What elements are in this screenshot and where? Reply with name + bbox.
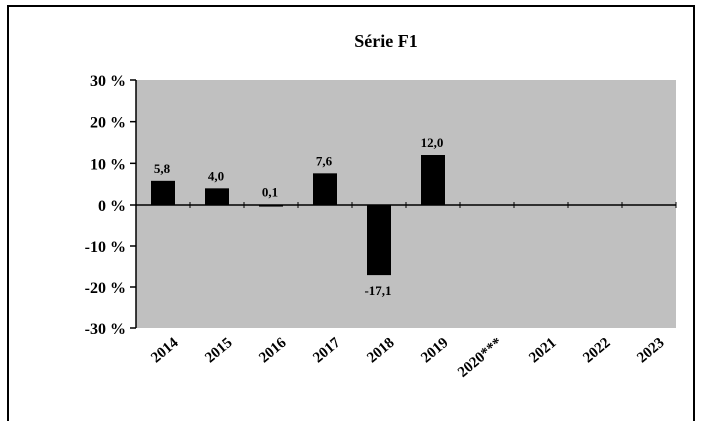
y-tick-label: 0 % (98, 198, 126, 215)
data-labels: 5,8 4,0 0,1 7,6 -17,1 12,0 (154, 135, 444, 298)
bar (367, 205, 391, 276)
x-tick-label: 2023 (634, 335, 667, 367)
data-label: -17,1 (364, 283, 391, 298)
x-tick-label: 2020*** (455, 335, 506, 381)
y-tick-label: -10 % (85, 239, 126, 256)
y-tick-label: -20 % (85, 280, 126, 297)
bar (259, 204, 283, 207)
x-tick-label: 2019 (418, 335, 451, 367)
data-label: 4,0 (208, 168, 224, 183)
x-tick-label: 2015 (202, 335, 235, 367)
bar (205, 188, 229, 205)
x-tick-label: 2016 (256, 334, 290, 366)
chart-title: Série F1 (354, 31, 417, 51)
y-tick-label: -30 % (85, 321, 126, 338)
data-label: 5,8 (154, 161, 171, 176)
bar (313, 173, 337, 205)
bar (421, 155, 445, 205)
x-tick-label: 2018 (364, 335, 397, 367)
y-tick-label: 10 % (90, 156, 126, 173)
data-label: 7,6 (316, 153, 333, 168)
x-tick-label: 2022 (580, 335, 613, 367)
x-tick-label: 2014 (148, 334, 182, 366)
bar (151, 180, 175, 205)
y-tick-label: 30 % (90, 73, 126, 90)
data-label: 0,1 (262, 185, 278, 200)
x-tick-label: 2021 (526, 335, 559, 367)
data-label: 12,0 (421, 135, 444, 150)
y-axis: 30 % 20 % 10 % 0 % -10 % -20 % -30 % (85, 73, 137, 338)
x-tick-label: 2017 (310, 334, 344, 366)
bars (151, 155, 445, 276)
chart-frame (7, 5, 695, 421)
y-tick-label: 20 % (90, 115, 126, 132)
